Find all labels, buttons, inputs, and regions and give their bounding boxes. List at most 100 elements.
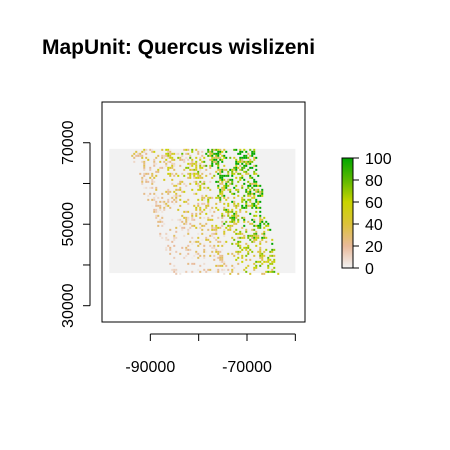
raster-cell bbox=[197, 202, 200, 205]
raster-cell bbox=[193, 218, 196, 221]
raster-cell bbox=[263, 232, 266, 235]
raster-cell bbox=[249, 234, 252, 237]
raster-cell bbox=[195, 206, 198, 209]
raster-cell bbox=[243, 234, 246, 237]
raster-cell bbox=[203, 262, 206, 265]
raster-cell bbox=[223, 148, 226, 151]
raster-cell bbox=[171, 200, 174, 203]
raster-cell bbox=[257, 224, 260, 227]
raster-cell bbox=[141, 182, 144, 185]
raster-cell bbox=[235, 250, 238, 253]
raster-cell bbox=[163, 178, 166, 181]
raster-cell bbox=[157, 224, 160, 227]
raster-cell bbox=[215, 226, 218, 229]
raster-cell bbox=[189, 174, 192, 177]
raster-cell bbox=[239, 152, 242, 155]
raster-cell bbox=[253, 202, 256, 205]
raster-cells bbox=[131, 148, 280, 275]
raster-cell bbox=[181, 246, 184, 249]
raster-cell bbox=[241, 198, 244, 201]
raster-cell bbox=[201, 182, 204, 185]
raster-cell bbox=[161, 192, 164, 195]
raster-cell bbox=[251, 204, 254, 207]
raster-cell bbox=[179, 194, 182, 197]
raster-cell bbox=[211, 158, 214, 161]
raster-cell bbox=[161, 236, 164, 239]
raster-cell bbox=[211, 164, 214, 167]
raster-cell bbox=[235, 160, 238, 163]
raster-cell bbox=[201, 166, 204, 169]
raster-cell bbox=[231, 180, 234, 183]
raster-cell bbox=[191, 224, 194, 227]
raster-cell bbox=[215, 162, 218, 165]
raster-cell bbox=[171, 162, 174, 165]
raster-cell bbox=[227, 268, 230, 271]
raster-cell bbox=[241, 260, 244, 263]
raster-cell bbox=[183, 210, 186, 213]
raster-cell bbox=[199, 156, 202, 159]
raster-cell bbox=[255, 190, 258, 193]
raster-cell bbox=[193, 162, 196, 165]
raster-cell bbox=[173, 190, 176, 193]
raster-cell bbox=[183, 190, 186, 193]
raster-cell bbox=[237, 172, 240, 175]
raster-cell bbox=[185, 200, 188, 203]
raster-cell bbox=[219, 168, 222, 171]
raster-cell bbox=[217, 152, 220, 155]
raster-cell bbox=[273, 258, 276, 261]
raster-cell bbox=[203, 254, 206, 257]
raster-cell bbox=[209, 172, 212, 175]
raster-cell bbox=[203, 170, 206, 173]
raster-cell bbox=[259, 216, 262, 219]
raster-cell bbox=[255, 200, 258, 203]
raster-cell bbox=[231, 236, 234, 239]
raster-cell bbox=[247, 234, 250, 237]
raster-cell bbox=[227, 214, 230, 217]
raster-cell bbox=[259, 242, 262, 245]
raster-cell bbox=[221, 248, 224, 251]
raster-cell bbox=[203, 224, 206, 227]
raster-cell bbox=[229, 190, 232, 193]
raster-cell bbox=[245, 154, 248, 157]
raster-cell bbox=[239, 168, 242, 171]
raster-cell bbox=[255, 238, 258, 241]
raster-cell bbox=[245, 202, 248, 205]
raster-cell bbox=[149, 166, 152, 169]
raster-cell bbox=[171, 156, 174, 159]
raster-cell bbox=[207, 228, 210, 231]
raster-cell bbox=[273, 248, 276, 251]
raster-cell bbox=[251, 182, 254, 185]
raster-cell bbox=[235, 228, 238, 231]
raster-cell bbox=[243, 246, 246, 249]
raster-cell bbox=[255, 206, 258, 209]
raster-cell bbox=[257, 202, 260, 205]
raster-cell bbox=[161, 214, 164, 217]
raster-cell bbox=[217, 252, 220, 255]
raster-cell bbox=[199, 222, 202, 225]
raster-cell bbox=[217, 164, 220, 167]
color-legend: 0 20 40 60 80 100 bbox=[341, 151, 392, 278]
raster-cell bbox=[213, 244, 216, 247]
raster-cell bbox=[237, 236, 240, 239]
raster-cell bbox=[149, 186, 152, 189]
raster-cell bbox=[219, 200, 222, 203]
raster-cell bbox=[273, 260, 276, 263]
raster-cell bbox=[219, 170, 222, 173]
raster-cell bbox=[203, 156, 206, 159]
raster-cell bbox=[153, 192, 156, 195]
raster-cell bbox=[261, 252, 264, 255]
raster-cell bbox=[235, 258, 238, 261]
raster-cell bbox=[175, 250, 178, 253]
raster-cell bbox=[217, 226, 220, 229]
raster-cell bbox=[177, 194, 180, 197]
raster-cell bbox=[199, 226, 202, 229]
raster-cell bbox=[199, 242, 202, 245]
raster-cell bbox=[257, 184, 260, 187]
raster-cell bbox=[251, 154, 254, 157]
raster-cell bbox=[241, 226, 244, 229]
raster-cell bbox=[217, 244, 220, 247]
raster-cell bbox=[185, 248, 188, 251]
raster-cell bbox=[211, 196, 214, 199]
raster-cell bbox=[133, 152, 136, 155]
raster-cell bbox=[253, 150, 256, 153]
